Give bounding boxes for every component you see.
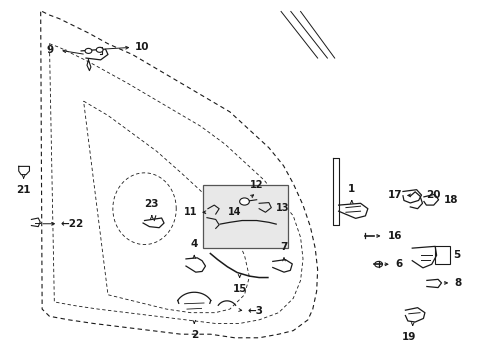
Text: 21: 21 <box>16 185 31 195</box>
Text: 15: 15 <box>232 284 246 294</box>
Circle shape <box>96 47 103 52</box>
Text: 4: 4 <box>190 239 198 249</box>
Text: 11: 11 <box>183 207 197 217</box>
Text: 1: 1 <box>347 184 355 194</box>
Text: 14: 14 <box>227 207 241 217</box>
Text: 2: 2 <box>190 330 198 340</box>
Text: 10: 10 <box>135 42 149 52</box>
Text: 16: 16 <box>386 231 401 241</box>
Text: 18: 18 <box>443 195 457 205</box>
Text: 13: 13 <box>276 203 289 213</box>
Text: 19: 19 <box>401 332 415 342</box>
Text: 20: 20 <box>426 190 440 200</box>
Text: 9: 9 <box>46 45 53 55</box>
Text: 6: 6 <box>395 259 402 269</box>
Text: ←22: ←22 <box>60 219 83 229</box>
Text: 7: 7 <box>280 242 287 252</box>
Text: 5: 5 <box>453 250 460 260</box>
Circle shape <box>85 48 92 53</box>
Text: 23: 23 <box>144 199 159 209</box>
Text: 8: 8 <box>453 278 461 288</box>
Bar <box>434 246 449 264</box>
Text: 12: 12 <box>249 180 263 190</box>
Bar <box>203 185 288 248</box>
Circle shape <box>239 198 249 205</box>
Text: 17: 17 <box>386 190 401 201</box>
Text: ←3: ←3 <box>247 306 263 316</box>
